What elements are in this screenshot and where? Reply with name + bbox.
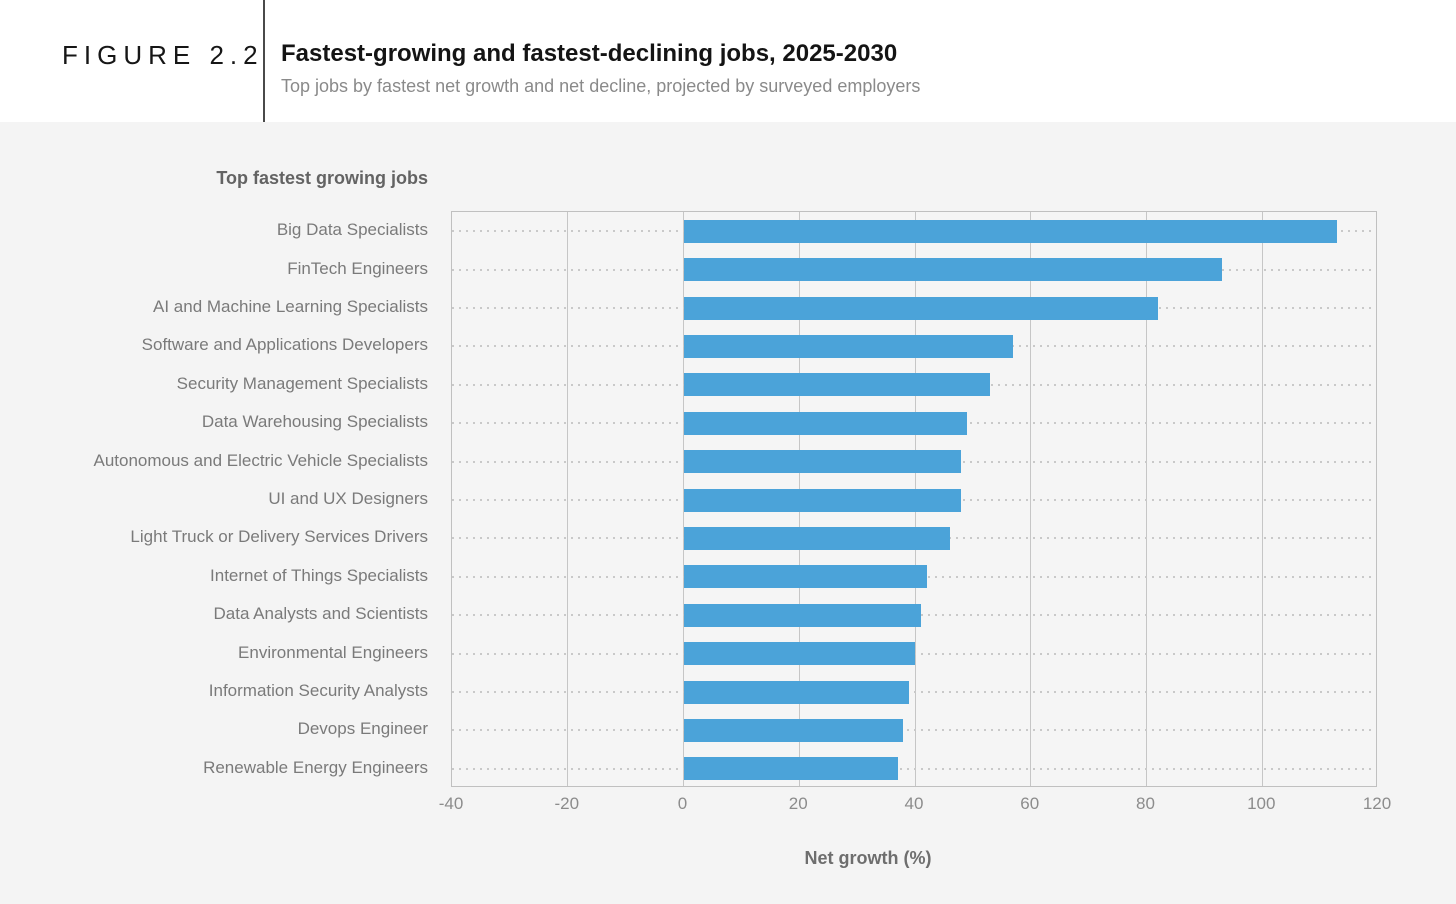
page-subtitle: Top jobs by fastest net growth and net d… [281,76,921,96]
category-label: Environmental Engineers [238,642,428,662]
x-tick-label: -20 [554,794,580,813]
header-divider [263,0,265,122]
bar [683,718,904,742]
category-label: Devops Engineer [297,719,428,739]
category-label: Autonomous and Electric Vehicle Speciali… [93,450,428,470]
chart-area: Top fastest growing jobs Big Data Specia… [0,122,1456,904]
bar [683,757,898,781]
bar [683,526,950,550]
category-label: Big Data Specialists [276,220,428,240]
category-label: UI and UX Designers [268,489,428,508]
category-labels: Big Data Specialists FinTech Engineers AI … [0,211,428,787]
bar [683,219,1338,243]
x-tick-label: 20 [788,794,808,813]
category-label: Light Truck or Delivery Services Drivers [130,527,428,547]
bar [683,373,991,397]
x-tick-label: 60 [1020,794,1040,813]
x-tick-label: 80 [1136,794,1155,813]
category-label: Data Analysts and Scientists [213,604,428,624]
bar [683,603,921,627]
bar [683,642,915,666]
category-label: FinTech Engineers [287,258,428,278]
figure-header: FIGURE 2.2 Fastest-growing and fastest-d… [0,0,1456,122]
x-tick-label: 120 [1362,794,1392,813]
figure-number: FIGURE 2.2 [62,40,264,70]
x-tick-label: 100 [1247,794,1276,813]
x-axis-label: Net growth (%) [804,848,932,868]
dotted-gridline [452,691,1376,693]
category-label: Information Security Analysts [208,681,428,700]
dotted-gridline [452,729,1376,732]
category-label: Renewable Energy Engineers [203,757,428,777]
bar [683,680,910,704]
bar [683,565,927,589]
category-label: Security Management Specialists [176,373,428,393]
dotted-gridline [452,767,1376,770]
x-tick-label: 0 [677,794,688,813]
header-titles: Fastest-growing and fastest-declining jo… [281,40,920,97]
bar [683,258,1222,282]
bar [683,411,968,435]
category-label: Internet of Things Specialists [210,565,428,585]
bar [683,450,962,474]
x-axis-ticks: -40 -20 0 20 40 60 80 100 120 [439,794,1391,818]
bar [683,334,1014,358]
x-tick-label: 40 [904,794,924,813]
category-label: AI and Machine Learning Specialists [153,297,428,316]
page-title: Fastest-growing and fastest-declining jo… [281,40,898,67]
bar [683,488,962,512]
chart-panel-title: Top fastest growing jobs [216,168,428,188]
category-label: Data Warehousing Specialists [201,412,428,432]
category-label: Software and Applications Developers [141,335,428,355]
x-tick-label: -40 [438,794,464,813]
plot-area [451,211,1377,787]
bar [683,296,1159,320]
